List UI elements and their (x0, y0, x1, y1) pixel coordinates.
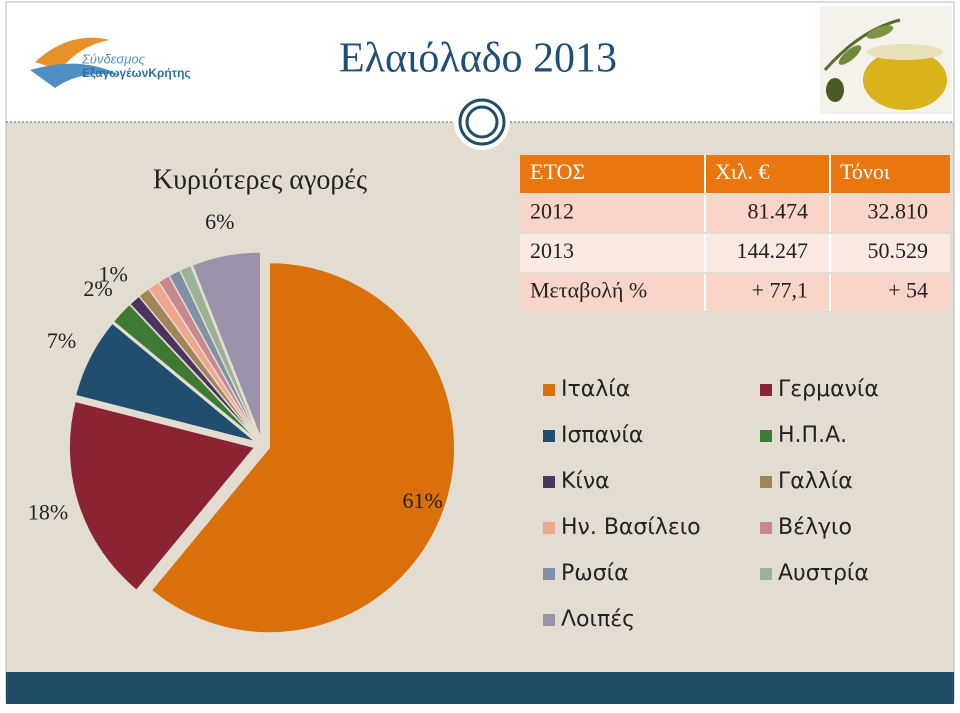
logo-mark (35, 37, 110, 70)
table-cell: + 77,1 (752, 278, 808, 303)
table-row (520, 274, 950, 311)
pie-slice (112, 303, 257, 440)
table-header-cell: ΕΤΟΣ (530, 159, 585, 184)
legend-swatch (760, 522, 772, 534)
legend-label: Ισπανία (561, 423, 643, 448)
legend-swatch (760, 430, 772, 442)
legend-label: Ιταλία (561, 377, 630, 402)
table-row (520, 155, 950, 193)
table-cell: 2013 (530, 238, 574, 263)
legend-label: Γαλλία (778, 469, 853, 494)
table-cell: 2012 (530, 199, 574, 224)
table-header-cell: Τόνοι (840, 159, 890, 184)
data-label: 6% (205, 209, 234, 234)
pie-chart: 61% 18% 7% 2%1% 6% (28, 209, 456, 634)
table-cell: 50.529 (868, 238, 929, 263)
pie-slice (150, 262, 456, 634)
pie-slice (179, 265, 260, 438)
olive (826, 78, 844, 102)
ornament (465, 105, 499, 139)
legend-label: Ρωσία (561, 561, 629, 586)
table-cell: + 54 (888, 278, 928, 303)
ornament (454, 94, 510, 150)
legend: Ιταλία Γερμανία Ισπανία Η.Π.Α. Κίνα Γαλλία Ην.… (543, 377, 879, 632)
legend-label: Ην. Βασίλειο (561, 515, 701, 540)
olive-image (820, 6, 952, 114)
data-label: 1% (99, 261, 128, 286)
table: ΕΤΟΣ Χιλ. € Τόνοι 2012 81.474 32.810 2013 144.2… (520, 155, 950, 311)
olive-leaf (838, 45, 862, 65)
legend-swatch (760, 384, 772, 396)
logo: Σύνδεσμος ΕξαγωγέωνΚρήτης (30, 37, 191, 88)
pie-slice (168, 269, 259, 439)
data-label: 61% (403, 488, 443, 513)
table-row (520, 234, 950, 272)
pie-slice (148, 281, 258, 439)
legend-swatch (543, 522, 555, 534)
legend-label: Κίνα (561, 469, 610, 494)
legend-label: Λοιπές (561, 607, 635, 632)
pie-slice (75, 322, 256, 442)
logo-text: Σύνδεσμος (81, 51, 146, 66)
table-cell: Μεταβολή % (530, 278, 647, 303)
olive-branch (823, 18, 901, 71)
pie-slice (158, 275, 259, 439)
slide-title: Ελαιόλαδο 2013 (339, 36, 617, 82)
legend-swatch (543, 614, 555, 626)
table-row (520, 195, 950, 232)
table-cell: 81.474 (748, 199, 809, 224)
logo-text: ΕξαγωγέωνΚρήτης (82, 66, 191, 80)
legend-swatch (760, 568, 772, 580)
jar-rim (867, 44, 943, 60)
pie-slice (191, 251, 262, 438)
pie-slice (68, 400, 256, 591)
table-header-cell: Χιλ. € (715, 159, 769, 184)
legend-label: Βέλγιο (778, 515, 852, 540)
legend-swatch (543, 476, 555, 488)
data-label: 7% (47, 328, 76, 353)
legend-swatch (543, 430, 555, 442)
pie-slice (138, 288, 258, 439)
data-label: 18% (28, 500, 68, 525)
data-label: 2% (83, 276, 112, 301)
table-cell: 144.247 (737, 238, 809, 263)
legend-swatch (760, 476, 772, 488)
olive-leaf (866, 25, 894, 39)
footer-bar (6, 672, 954, 704)
table-cell: 32.810 (868, 199, 929, 224)
ornament (458, 98, 506, 146)
logo-mark (30, 63, 120, 88)
chart-title: Κυριότερες αγορές (153, 164, 367, 195)
legend-label: Αυστρία (778, 561, 869, 586)
legend-label: Η.Π.Α. (778, 423, 847, 448)
legend-swatch (543, 384, 555, 396)
legend-swatch (543, 568, 555, 580)
oil-jar (863, 50, 947, 110)
pie-slice (129, 295, 258, 440)
legend-label: Γερμανία (778, 377, 879, 402)
